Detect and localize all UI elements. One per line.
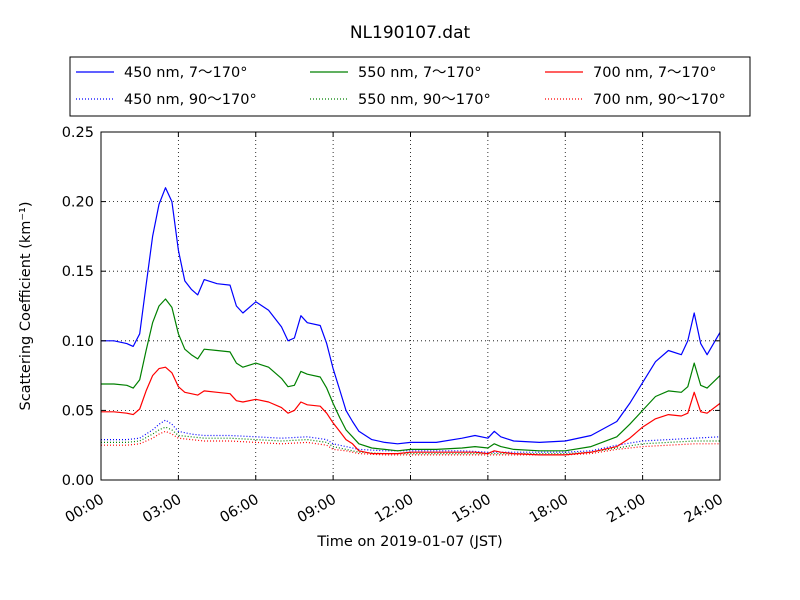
legend-label-5: 700 nm, 90～170° [593, 92, 726, 108]
series-line-5 [101, 430, 720, 456]
y-tick-label: 0.25 [62, 125, 94, 141]
y-tick-label: 0.00 [62, 473, 94, 489]
legend-label-1: 550 nm, 7～170° [358, 65, 481, 81]
series-line-1 [101, 298, 721, 452]
chart-title: NL190107.dat [350, 23, 471, 43]
y-tick-label: 0.15 [62, 264, 94, 280]
legend-label-4: 550 nm, 90～170° [358, 92, 491, 108]
legend-label-3: 450 nm, 90～170° [124, 92, 257, 108]
series-line-0 [101, 187, 721, 445]
y-axis-label: Scattering Coefficient (km⁻¹) [18, 202, 34, 411]
x-axis-label: Time on 2019-01-07 (JST) [316, 534, 502, 550]
series-layer [101, 187, 721, 456]
series-line-3 [101, 419, 721, 453]
legend-frame [69, 56, 751, 117]
y-tick-label: 0.10 [62, 334, 94, 350]
legend-label-2: 700 nm, 7～170° [593, 65, 716, 81]
y-tick-label: 0.20 [62, 195, 94, 211]
series-line-4 [101, 426, 720, 455]
legend-label-0: 450 nm, 7～170° [124, 65, 247, 81]
legend: 450 nm, 7～170° 550 nm, 7～170° 700 nm, 7～17… [69, 56, 751, 117]
series-line-2 [101, 366, 721, 456]
y-tick-label: 0.05 [62, 403, 94, 419]
